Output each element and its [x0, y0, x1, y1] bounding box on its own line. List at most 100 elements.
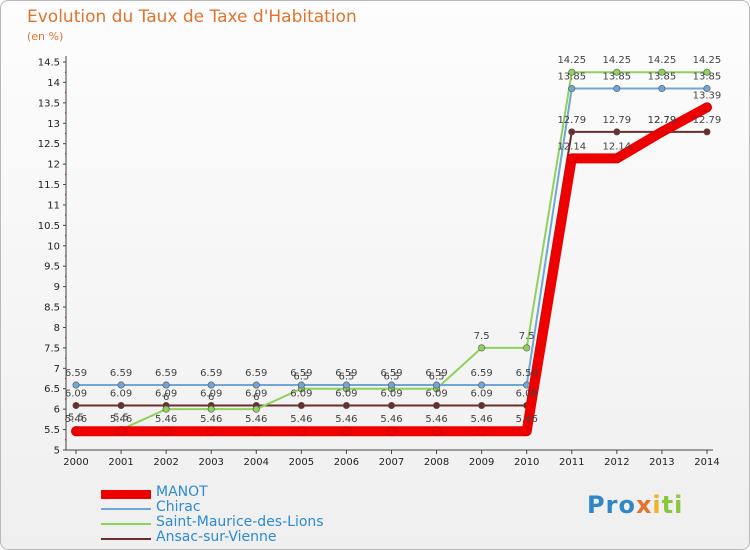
legend-label: Saint-Maurice-des-Lions — [156, 514, 324, 530]
series-saint-maurice-des-lions-data-label: 6 — [208, 392, 214, 403]
series-manot-point — [116, 426, 126, 437]
series-layer — [71, 68, 712, 437]
series-saint-maurice-des-lions-data-label: 7.5 — [519, 331, 535, 342]
series-saint-maurice-des-lions-data-label: 6.5 — [429, 372, 445, 383]
legend-swatch — [101, 489, 151, 499]
series-manot-point — [161, 426, 171, 437]
series-ansac-sur-vienne-data-label: 6.09 — [470, 388, 492, 399]
series-saint-maurice-des-lions-data-label: 6.5 — [338, 372, 354, 383]
series-chirac-point — [613, 85, 621, 93]
data-labels-layer: 6.09 6.09 6.09 6.09 6.09 6.09 6.09 6.09 6.09 6.09… — [65, 55, 721, 425]
series-saint-maurice-des-lions-point — [523, 344, 531, 352]
series-saint-maurice-des-lions-data-label: 14.25 — [557, 55, 586, 66]
series-saint-maurice-des-lions-data-label: 5.5 — [68, 413, 84, 424]
y-tick-label: 11.5 — [38, 180, 60, 191]
series-saint-maurice-des-lions-data-label: 6.5 — [293, 372, 309, 383]
series-ansac-sur-vienne-data-label: 12.79 — [603, 115, 632, 126]
series-ansac-sur-vienne-point — [117, 401, 125, 409]
series-chirac-point — [478, 381, 486, 389]
series-chirac-point — [342, 381, 350, 389]
series-saint-maurice-des-lions-point — [162, 405, 170, 413]
logo-letter: o — [618, 491, 636, 519]
logo-letter: i — [652, 491, 662, 519]
x-tick-label: 2004 — [244, 457, 269, 468]
legend-swatch — [101, 523, 151, 525]
series-chirac-data-label: 6.59 — [245, 368, 267, 379]
x-tick-label: 2000 — [63, 457, 88, 468]
series-chirac-data-label: 6.59 — [380, 368, 402, 379]
series-chirac-data-label: 6.59 — [470, 368, 492, 379]
series-ansac-sur-vienne-data-label: 6.09 — [245, 388, 267, 399]
series-chirac-data-label: 13.85 — [603, 72, 632, 83]
series-manot-point — [612, 153, 622, 164]
series-manot-data-label: 5.46 — [155, 414, 177, 425]
chart-subtitle: (en %) — [27, 30, 64, 43]
series-ansac-sur-vienne-point — [387, 401, 395, 409]
series-chirac-data-label: 6.59 — [200, 368, 222, 379]
series-manot-data-label: 5.46 — [335, 414, 357, 425]
series-ansac-sur-vienne-line — [75, 130, 708, 407]
y-tick-label: 7.5 — [44, 343, 60, 354]
x-tick-label: 2002 — [153, 457, 178, 468]
logo-letter: t — [661, 491, 675, 519]
series-saint-maurice-des-lions-data-label: 14.25 — [693, 55, 722, 66]
y-tick-label: 8 — [54, 323, 60, 334]
x-tick-label: 2010 — [514, 457, 539, 468]
legend-swatch — [101, 508, 151, 510]
x-tick-label: 2003 — [198, 457, 223, 468]
series-chirac-point — [658, 85, 666, 93]
series-manot-point — [251, 426, 262, 437]
y-tick-label: 8.5 — [44, 303, 60, 314]
legend-item: Chirac — [101, 499, 401, 517]
series-chirac-point — [703, 85, 711, 93]
series-chirac-data-label: 6.59 — [290, 368, 312, 379]
series-chirac-data-label: 6.59 — [425, 368, 447, 379]
series-chirac-data-label: 6.59 — [516, 368, 538, 379]
series-saint-maurice-des-lions-point — [478, 344, 486, 352]
series-manot-data-label: 12.79 — [648, 115, 677, 126]
series-chirac-point — [387, 381, 395, 389]
x-tick-label: 2005 — [289, 457, 314, 468]
series-ansac-sur-vienne-data-label: 6.09 — [380, 388, 402, 399]
series-manot-point — [71, 426, 81, 437]
series-ansac-sur-vienne-data-label: 12.79 — [693, 115, 722, 126]
series-manot-data-label: 5.46 — [65, 414, 87, 425]
y-tick-label: 11 — [47, 200, 60, 211]
series-chirac-data-label: 6.59 — [155, 368, 177, 379]
series-chirac-point — [433, 381, 441, 389]
series-ansac-sur-vienne-data-label: 12.79 — [648, 115, 677, 126]
series-saint-maurice-des-lions-data-label: 14.25 — [603, 55, 632, 66]
logo-letter: x — [635, 491, 653, 519]
legend-item: Saint-Maurice-des-Lions — [101, 514, 401, 532]
series-ansac-sur-vienne-point — [342, 401, 350, 409]
y-tick-label: 12.5 — [38, 139, 60, 150]
series-manot-point — [657, 127, 667, 137]
y-tick-label: 9 — [54, 282, 60, 293]
series-ansac-sur-vienne-point — [703, 128, 711, 136]
series-chirac-point — [568, 85, 576, 93]
legend-label: Chirac — [156, 499, 201, 515]
series-chirac-line — [75, 87, 708, 387]
series-manot-data-label: 5.46 — [516, 414, 538, 425]
series-saint-maurice-des-lions-data-label: 5.5 — [113, 413, 129, 424]
series-ansac-sur-vienne-data-label: 6.09 — [516, 388, 538, 399]
series-manot-data-label: 5.46 — [200, 414, 222, 425]
series-manot-data-label: 5.46 — [380, 414, 402, 425]
series-ansac-sur-vienne-data-label: 12.79 — [557, 115, 586, 126]
series-manot-point — [476, 426, 487, 437]
series-ansac-sur-vienne-data-label: 6.09 — [110, 388, 132, 399]
series-manot-data-label: 13.39 — [693, 90, 722, 101]
series-manot-data-label: 12.14 — [603, 141, 632, 152]
x-tick-label: 2006 — [334, 457, 359, 468]
series-chirac-point — [162, 381, 170, 389]
series-saint-maurice-des-lions-point — [252, 405, 260, 413]
series-saint-maurice-des-lions-point — [703, 68, 711, 76]
legend-item: MANOT — [101, 484, 401, 502]
y-tick-label: 7 — [54, 364, 60, 375]
series-ansac-sur-vienne-data-label: 6.09 — [425, 388, 447, 399]
axes: 5 5.5 6 6.5 7 7.5 8 8.5 9 9.5 10 10.5 11 11.5 12 12.5 13… — [38, 56, 720, 468]
y-tick-label: 14 — [47, 78, 60, 89]
series-manot-point — [521, 426, 532, 437]
series-manot-point — [296, 426, 307, 437]
